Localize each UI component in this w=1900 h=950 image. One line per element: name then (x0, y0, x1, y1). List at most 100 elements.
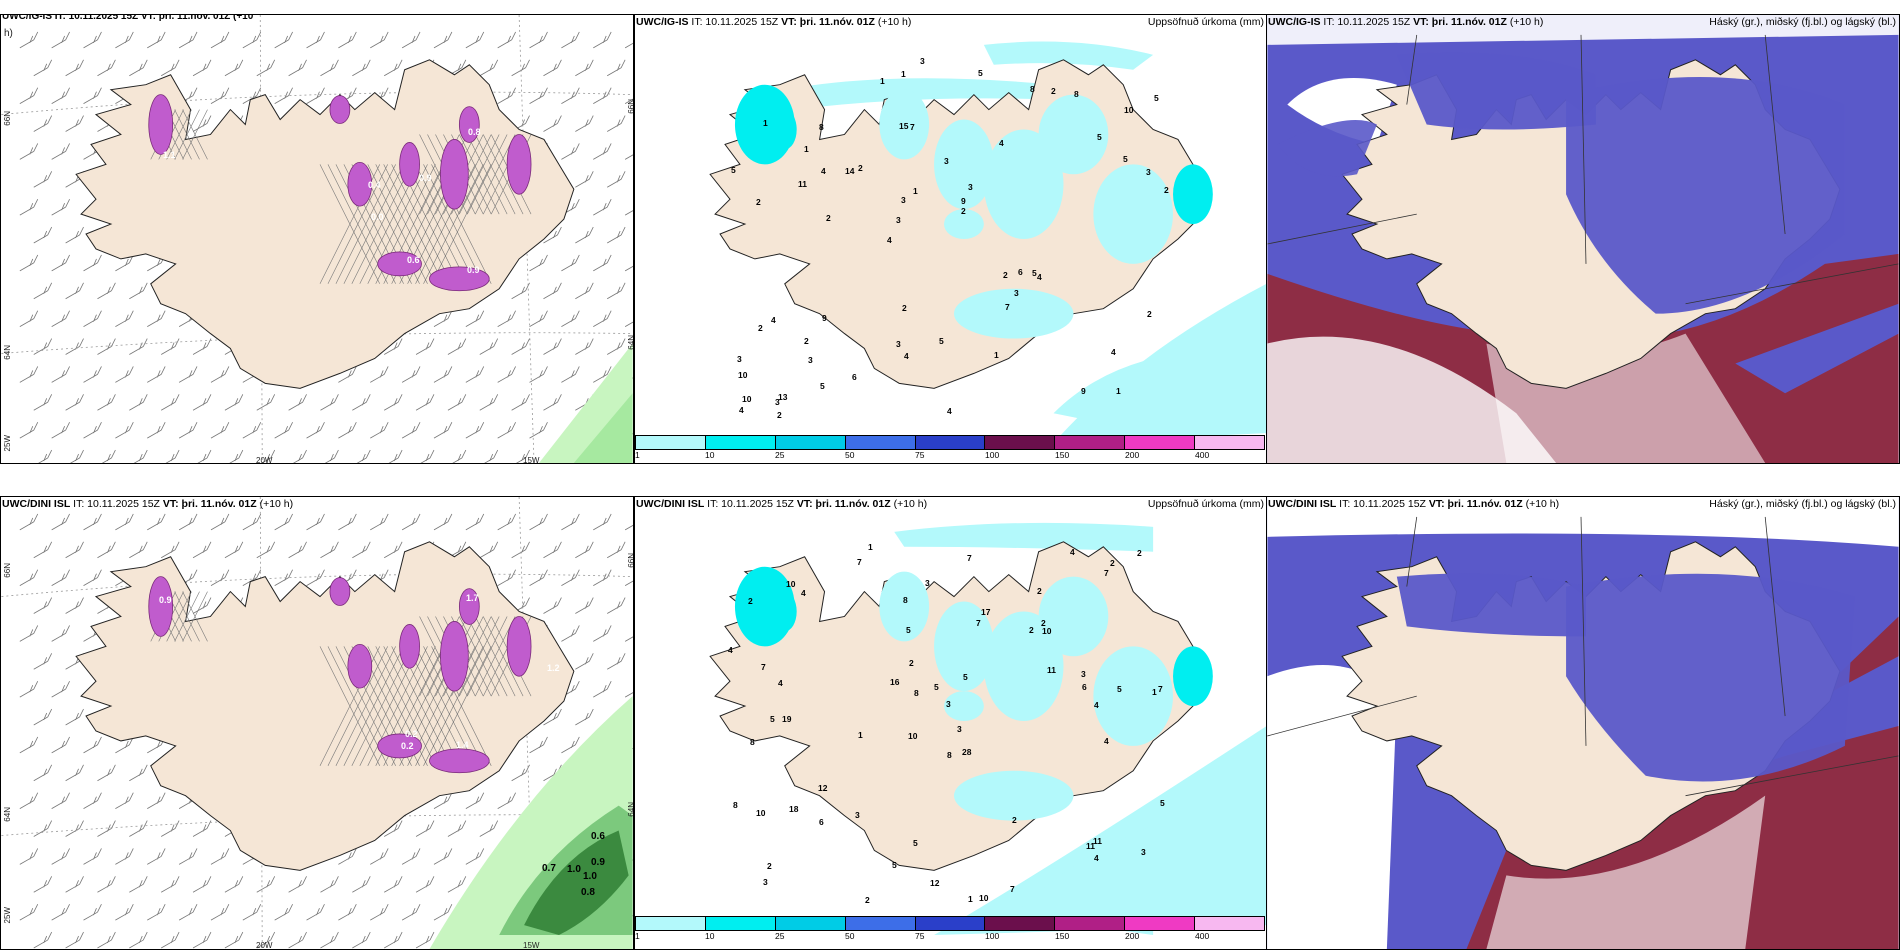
wind-barb (83, 736, 102, 754)
snow-blob (148, 94, 174, 155)
wind-barb (192, 338, 212, 355)
wind-barb (129, 764, 148, 782)
wind-barb (511, 541, 530, 559)
wind-barb (306, 31, 325, 49)
precip-blob (953, 288, 1074, 339)
snow-value: 1.2 (547, 663, 560, 673)
colorbar-bottom: 1 10 25 50 75 100 150 200 400 (635, 916, 1265, 941)
precip-value: 8 (914, 688, 919, 698)
wind-barb (65, 115, 84, 132)
precip-value: 3 (775, 397, 780, 407)
precip-value: 6 (1018, 267, 1023, 277)
precip-value: 10 (1124, 105, 1134, 115)
wind-barb (19, 848, 39, 865)
colorbar-tick: 150 (1055, 450, 1070, 460)
precip-blob (772, 591, 797, 632)
wind-barb (83, 422, 102, 439)
precip-value: 1 (994, 350, 999, 360)
wind-barb (543, 115, 562, 132)
precip-value: 3 (737, 354, 742, 364)
lon-label-15: 15W (523, 941, 540, 950)
snow-value: 1.1 (163, 150, 176, 160)
precip-value: 1 (880, 76, 885, 86)
snow-value: 0.4 (368, 180, 381, 190)
precip-value: 5 (1032, 268, 1037, 278)
precip-areas (734, 566, 1213, 821)
wind-barb (160, 394, 180, 411)
wind-barb (420, 449, 435, 463)
precip-value: 7 (1158, 684, 1163, 694)
precip-value: 3 (855, 810, 860, 820)
colorbar-bin (1055, 917, 1126, 930)
wind-barb (70, 449, 84, 463)
panel-top-left-wind-snow: UWC/IG-IS IT: 10.11.2025 15Z VT: þri. 11… (0, 14, 634, 464)
wind-barb (51, 513, 70, 531)
wind-barb (242, 31, 262, 49)
wind-barb (352, 541, 371, 559)
wind-barb (529, 736, 548, 754)
wind-barb (19, 143, 39, 160)
colorbar-bins (635, 916, 1265, 931)
wind-barb (401, 31, 421, 49)
wind-barb (497, 31, 516, 49)
snow-blob (347, 161, 373, 207)
snow-blob (429, 748, 490, 774)
colorbar-tick: 200 (1125, 931, 1140, 941)
precip-value: 4 (1111, 347, 1116, 357)
snow-blob (377, 251, 422, 277)
wind-barb (607, 338, 626, 355)
wind-barb (65, 764, 84, 782)
wind-barb (511, 764, 530, 782)
wind-barb (607, 226, 626, 244)
wind-barb (593, 143, 612, 160)
wind-barb (288, 931, 307, 949)
wind-barb (178, 513, 198, 531)
wind-barb (593, 681, 612, 698)
wind-barb (479, 541, 499, 559)
wind-barb (129, 541, 148, 559)
colorbar-tick: 1 (635, 450, 640, 460)
wind-barb (433, 904, 453, 921)
wind-barb (19, 31, 39, 49)
wind-barb (593, 31, 612, 49)
wind-barb (624, 321, 633, 327)
colorbar-bin (915, 917, 986, 930)
colorbar-bin (775, 917, 846, 930)
wind-barb (178, 31, 198, 49)
precip-value: 5 (913, 838, 918, 848)
wind-barb (65, 338, 84, 355)
wind-barb (370, 366, 389, 383)
precip-value: 1 (763, 118, 768, 128)
wind-barb (274, 569, 293, 586)
precip-value: 2 (1137, 548, 1142, 558)
wind-barb (97, 338, 116, 355)
snow-value: 0.9 (419, 173, 432, 183)
wind-barb (370, 513, 389, 531)
wind-barb (320, 541, 339, 559)
wind-barb (192, 597, 212, 614)
wind-barb (256, 394, 276, 411)
wind-barb (529, 310, 548, 327)
wind-barb (529, 569, 548, 586)
wind-barb (51, 736, 70, 754)
wind-barb (288, 394, 307, 411)
wind-barb (543, 394, 562, 411)
wind-barb (497, 310, 516, 327)
wind-barb (65, 394, 84, 411)
precip-value: 2 (865, 895, 870, 905)
precip-value: 10 (1042, 626, 1052, 636)
wind-barb (497, 792, 516, 809)
wind-barb (274, 904, 293, 921)
wind-barb (33, 708, 53, 726)
precip-value: 16 (890, 677, 900, 687)
wind-barb (384, 876, 403, 893)
wind-barb (593, 625, 612, 642)
precip-value: 3 (896, 215, 901, 225)
colorbar-bin (845, 436, 916, 449)
wind-barb (479, 338, 499, 355)
wind-barb (511, 282, 530, 300)
panel-bot-left-wind-snow: UWC/DINI ISL IT: 10.11.2025 15Z VT: þri.… (0, 496, 634, 950)
wind-barb (51, 569, 70, 586)
wind-barb (465, 31, 485, 49)
precip-blob (1093, 646, 1174, 746)
